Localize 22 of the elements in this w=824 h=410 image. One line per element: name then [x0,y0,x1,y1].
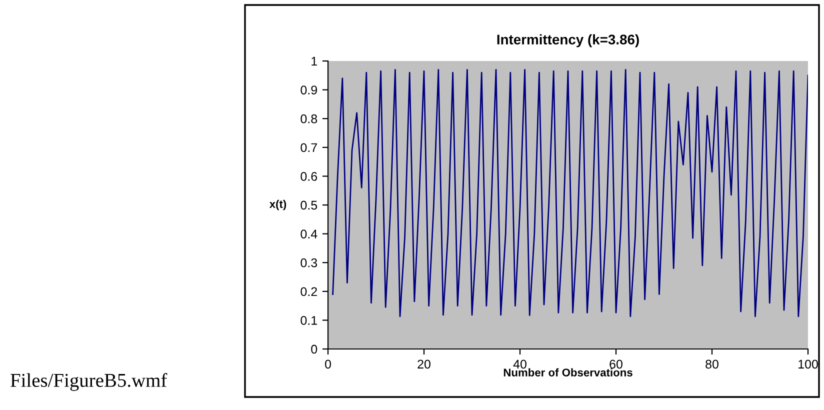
x-tick-label: 40 [513,360,526,369]
text: Files/FigureB5.wmf [10,373,168,391]
x-tick-label: 100 [798,360,818,369]
chart-title: Intermittency (k=3.86) [497,34,639,48]
y-tick-label: 0.9 [300,86,317,94]
y-tick-label: 0.2 [300,287,317,296]
y-axis-title: x(t) [269,200,286,210]
y-tick-label: 0.8 [300,114,318,124]
x-tick-label: 60 [610,360,622,369]
y-tick-label: 0 [311,344,318,354]
y-tick-label: 0.4 [300,230,318,238]
line-series [332,68,808,318]
y-tick-label: 0.3 [300,258,318,268]
x-tick-label: 20 [418,360,430,369]
y-tick-label: 0.6 [300,172,318,181]
x-axis-title: Number of Observations [504,368,632,376]
y-tick-label: 0.7 [300,143,317,152]
y-tick-label: 0.5 [300,200,318,210]
y-tick-label: 0.1 [300,316,317,325]
x-tick-label: 0 [325,360,331,369]
y-tick-label: 1 [312,56,317,66]
x-tick-label: 80 [706,360,718,369]
